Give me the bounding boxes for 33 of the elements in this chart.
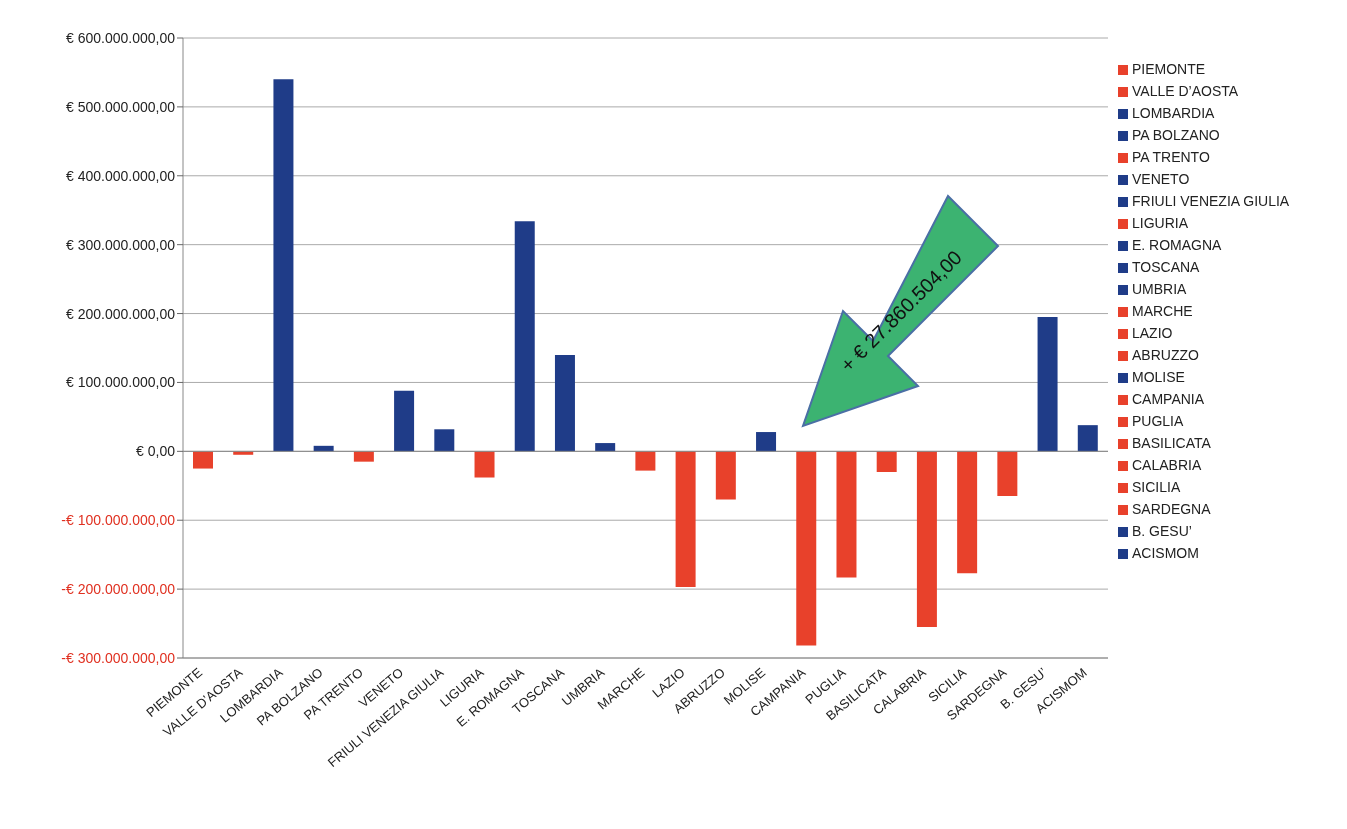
legend-label: CAMPANIA [1132, 391, 1205, 407]
legend-label: VALLE D’AOSTA [1132, 83, 1239, 99]
legend-label: ACISMOM [1132, 545, 1199, 561]
legend-label: PUGLIA [1132, 413, 1184, 429]
y-tick-label: € 400.000.000,00 [66, 167, 176, 184]
y-tick-label: € 0,00 [136, 443, 176, 460]
legend-label: LIGURIA [1132, 215, 1189, 231]
legend-label: ABRUZZO [1132, 347, 1199, 363]
y-tick-label: € 500.000.000,00 [66, 98, 176, 115]
y-tick-label: € 300.000.000,00 [66, 236, 176, 253]
legend-label: PIEMONTE [1132, 61, 1206, 77]
y-tick-label: € 200.000.000,00 [66, 305, 176, 322]
y-tick-label: € 100.000.000,00 [66, 374, 176, 391]
y-tick-label: -€ 100.000.000,00 [61, 512, 176, 529]
legend-label: MOLISE [1132, 369, 1185, 385]
legend-label: CALABRIA [1132, 457, 1202, 473]
legend-label: SARDEGNA [1132, 501, 1211, 517]
legend-label: TOSCANA [1132, 259, 1200, 275]
legend-label: UMBRIA [1132, 281, 1187, 297]
y-tick-label: -€ 300.000.000,00 [61, 650, 176, 666]
legend-label: B. GESU’ [1132, 523, 1192, 539]
y-tick-label: -€ 200.000.000,00 [61, 581, 176, 598]
legend-label: FRIULI VENEZIA GIULIA [1132, 193, 1290, 209]
y-tick-label: € 600.000.000,00 [66, 30, 176, 46]
legend-label: E. ROMAGNA [1132, 237, 1222, 253]
legend-label: LAZIO [1132, 325, 1173, 341]
legend-label: VENETO [1132, 171, 1190, 187]
legend-label: MARCHE [1132, 303, 1193, 319]
legend-label: LOMBARDIA [1132, 105, 1215, 121]
legend-label: SICILIA [1132, 479, 1181, 495]
legend-label: PA BOLZANO [1132, 127, 1220, 143]
legend-label: PA TRENTO [1132, 149, 1210, 165]
legend-label: BASILICATA [1132, 435, 1211, 451]
